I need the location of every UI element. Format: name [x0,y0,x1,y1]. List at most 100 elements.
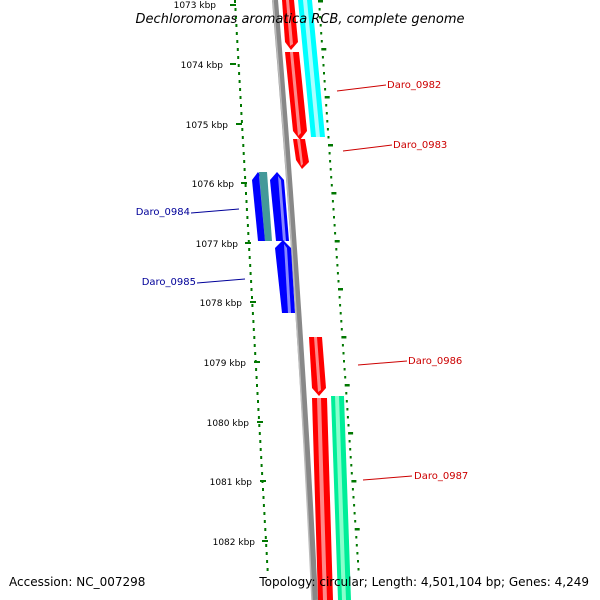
gene-arrow-top-partial[interactable] [282,0,298,50]
gene-arrow-daro-0985[interactable] [275,240,295,313]
feature-cyan[interactable] [298,0,325,137]
skew-dot [243,168,246,171]
skew-dot [353,512,356,515]
skew-dot [344,376,347,379]
gene-label-daro-0986[interactable]: Daro_0986 [408,356,462,367]
skew-dot [252,320,255,323]
skew-dot [251,304,254,307]
skew-dot [326,128,329,131]
skew-dot [355,544,358,547]
skew-dot [244,176,247,179]
skew-dot [257,408,260,411]
skew-dot [338,288,343,291]
skew-dot [264,528,267,531]
skew-dot [245,200,248,203]
topology-label: Topology: circular; Length: 4,501,104 bp… [258,575,589,589]
skew-dot [258,424,261,427]
gene-arrow-daro-0986[interactable] [309,337,326,396]
skew-dot [257,416,260,419]
skew-dot [340,328,343,331]
skew-dot [356,552,359,555]
kbp-label: 1077 kbp [196,240,239,250]
genome-backbone [272,0,318,600]
skew-dot [235,32,238,35]
skew-dot [235,24,238,27]
feature-green[interactable] [331,396,351,600]
skew-dot [349,456,352,459]
skew-dot [241,128,244,131]
skew-dot [260,464,263,467]
skew-dot [346,408,349,411]
gene-label-daro-0982[interactable]: Daro_0982 [387,80,441,91]
gene-labels: Daro_0982 Daro_0983 Daro_0984 Daro_0985 … [136,80,469,482]
skew-dot [250,288,253,291]
skew-dot [234,8,237,11]
skew-dot [336,272,339,275]
skew-dot [248,248,251,251]
skew-dot [252,328,255,331]
skew-dot [320,32,323,35]
skew-dot [321,48,327,51]
skew-dot [328,144,333,147]
skew-dot [254,352,257,355]
skew-dot [234,0,236,3]
skew-dot [238,72,241,75]
skew-dot [260,456,263,459]
skew-dot [324,96,330,99]
gene-arrow-daro-0982[interactable] [285,52,307,140]
skew-dot [350,464,353,467]
gc-skew-dots [234,0,360,571]
skew-dot [247,232,250,235]
gene-label-daro-0985[interactable]: Daro_0985 [142,277,196,288]
kbp-label: 1074 kbp [181,61,224,71]
skew-dot [246,224,249,227]
skew-dot [331,200,334,203]
feature-teal[interactable] [259,172,272,241]
skew-dot [347,424,350,427]
skew-dot [251,296,253,299]
skew-dot [339,304,342,307]
gene-arrow-daro-0984b[interactable] [270,172,289,241]
skew-dot [333,224,336,227]
skew-dot [236,48,239,51]
skew-dot [327,136,330,139]
skew-dot [341,344,344,347]
gene-label-daro-0987[interactable]: Daro_0987 [414,471,468,482]
kbp-label: 1080 kbp [207,419,250,429]
skew-dot [334,232,337,235]
skew-dot [240,104,242,107]
skew-dot [340,320,343,323]
gene-label-daro-0983[interactable]: Daro_0983 [393,140,447,151]
kbp-tick-marks [230,4,268,542]
skew-dot [345,392,348,395]
skew-dot [266,568,269,571]
genome-backbone-highlight [272,0,313,600]
accession-label: Accession: NC_007298 [9,575,145,589]
gene-arrow-daro-0987[interactable] [312,398,333,600]
gene-arrow-daro-0983[interactable] [293,139,309,169]
gene-label-daro-0984[interactable]: Daro_0984 [136,207,190,218]
skew-dot [348,432,354,435]
skew-dot [263,520,266,523]
skew-dot [334,240,340,243]
skew-dot [239,96,242,99]
skew-dot [242,144,245,147]
skew-dot [353,504,356,507]
skew-dot [261,472,264,475]
skew-dot [262,488,264,491]
skew-dot [354,520,357,523]
skew-dot [348,440,351,443]
skew-dot [342,352,345,355]
skew-dot [319,24,322,27]
skew-dot [343,368,346,371]
skew-dot [339,312,342,315]
skew-dot [325,112,328,115]
skew-dot [318,0,323,3]
skew-dot [258,432,261,435]
skew-dot [240,112,243,115]
skew-dot [255,376,258,379]
skew-dot [352,496,355,499]
kbp-label: 1081 kbp [210,478,253,488]
skew-dot [255,368,258,371]
